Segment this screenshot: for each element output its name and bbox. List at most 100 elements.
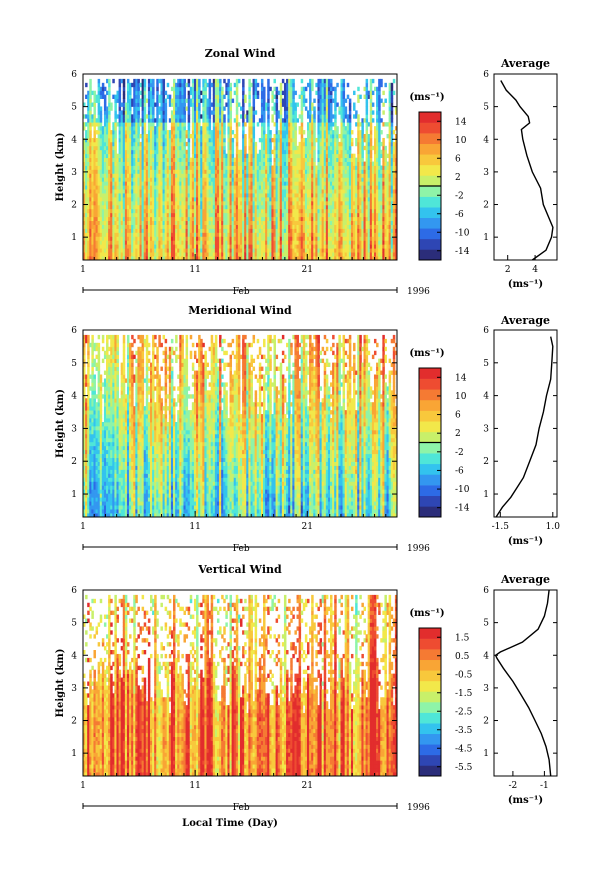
heatmap-cell xyxy=(193,208,197,214)
heatmap-cell xyxy=(281,126,285,131)
heatmap-cell xyxy=(252,177,256,182)
heatmap-cell xyxy=(240,169,243,174)
heatmap-cell xyxy=(267,126,270,131)
heatmap-cell xyxy=(212,114,216,119)
heatmap-cell xyxy=(300,114,304,119)
heatmap-cell xyxy=(93,94,96,99)
heatmap-cell xyxy=(126,86,130,92)
heatmap-cell xyxy=(149,86,153,92)
heatmap-cell xyxy=(152,157,155,162)
heatmap-cell xyxy=(162,86,166,92)
heatmap-cell xyxy=(179,145,182,151)
heatmap-cell xyxy=(126,102,130,107)
heatmap-cell xyxy=(208,141,212,147)
heatmap-cell xyxy=(179,153,182,159)
heatmap-cell xyxy=(108,220,111,225)
heatmap-cell xyxy=(124,216,128,222)
heatmap-cell xyxy=(173,110,176,115)
heatmap-cell xyxy=(152,256,155,261)
heatmap-cell xyxy=(177,185,180,190)
heatmap-cell xyxy=(158,106,161,111)
heatmap-cell xyxy=(162,141,166,147)
heatmap-cell xyxy=(277,149,281,155)
heatmap-cell xyxy=(252,224,256,229)
heatmap-cell xyxy=(173,114,176,119)
heatmap-cell xyxy=(254,157,258,162)
heatmap-cell xyxy=(91,252,94,257)
heatmap-cell xyxy=(204,141,207,147)
heatmap-cell xyxy=(106,153,109,159)
heatmap-cell xyxy=(103,248,107,253)
heatmap-cell xyxy=(193,204,197,210)
heatmap-cell xyxy=(89,232,92,237)
heatmap-cell xyxy=(233,193,237,198)
heatmap-cell xyxy=(114,149,117,155)
heatmap-cell xyxy=(223,137,226,143)
heatmap-cell xyxy=(160,173,163,178)
heatmap-cell xyxy=(204,228,207,233)
heatmap-cell xyxy=(204,224,207,229)
heatmap-cell xyxy=(252,153,256,159)
heatmap-cell xyxy=(198,256,201,261)
heatmap-cell xyxy=(110,240,113,245)
heatmap-cell xyxy=(313,122,316,127)
heatmap-cell xyxy=(173,169,176,174)
heatmap-cell xyxy=(208,208,212,214)
heatmap-cell xyxy=(129,98,132,103)
heatmap-cell xyxy=(281,248,285,253)
heatmap-cell xyxy=(225,252,228,257)
heatmap-cell xyxy=(242,244,245,249)
heatmap-cell xyxy=(143,94,147,99)
heatmap-cell xyxy=(221,110,224,115)
heatmap-cell xyxy=(200,256,203,261)
heatmap-cell xyxy=(252,244,256,249)
heatmap-cell xyxy=(196,228,199,233)
heatmap-cell xyxy=(133,106,136,111)
heatmap-cell xyxy=(129,204,132,210)
heatmap-cell xyxy=(179,216,182,222)
heatmap-cell xyxy=(164,169,168,174)
heatmap-cell xyxy=(154,141,157,147)
heatmap-cell xyxy=(248,134,251,139)
heatmap-cell xyxy=(87,208,90,214)
heatmap-cell xyxy=(235,197,239,202)
heatmap-cell xyxy=(179,94,182,99)
heatmap-cell xyxy=(277,228,281,233)
heatmap-cell xyxy=(212,122,216,127)
heatmap-cell xyxy=(175,185,178,190)
heatmap-cell xyxy=(254,173,258,178)
heatmap-cell xyxy=(248,161,251,166)
heatmap-cell xyxy=(164,110,168,115)
heatmap-cell xyxy=(240,153,243,159)
heatmap-cell xyxy=(93,137,96,143)
heatmap-cell xyxy=(231,197,235,202)
heatmap-cell xyxy=(168,228,172,233)
heatmap-cell xyxy=(173,193,176,198)
heatmap-cell xyxy=(279,110,283,115)
heatmap-cell xyxy=(269,149,272,155)
heatmap-cell xyxy=(118,137,122,143)
heatmap-cell xyxy=(202,98,205,103)
heatmap-cell xyxy=(187,90,191,96)
heatmap-cell xyxy=(158,78,161,84)
heatmap-cell xyxy=(248,149,251,155)
heatmap-cell xyxy=(164,122,168,127)
heatmap-cell xyxy=(187,94,191,99)
heatmap-cell xyxy=(283,134,287,139)
heatmap-cell xyxy=(91,240,94,245)
heatmap-cell xyxy=(200,240,203,245)
heatmap-cell xyxy=(152,216,155,222)
heatmap-cell xyxy=(258,185,262,190)
heatmap-cell xyxy=(89,165,92,170)
heatmap-cell xyxy=(191,141,195,147)
heatmap-cell xyxy=(271,181,274,186)
heatmap-cell xyxy=(254,256,258,261)
heatmap-cell xyxy=(135,193,138,198)
heatmap-cell xyxy=(252,137,256,143)
heatmap-cell xyxy=(126,134,130,139)
heatmap-cell xyxy=(129,193,132,198)
heatmap-cell xyxy=(122,165,126,170)
heatmap-cell xyxy=(258,208,262,214)
heatmap-cell xyxy=(89,169,92,174)
heatmap-cell xyxy=(191,102,195,107)
